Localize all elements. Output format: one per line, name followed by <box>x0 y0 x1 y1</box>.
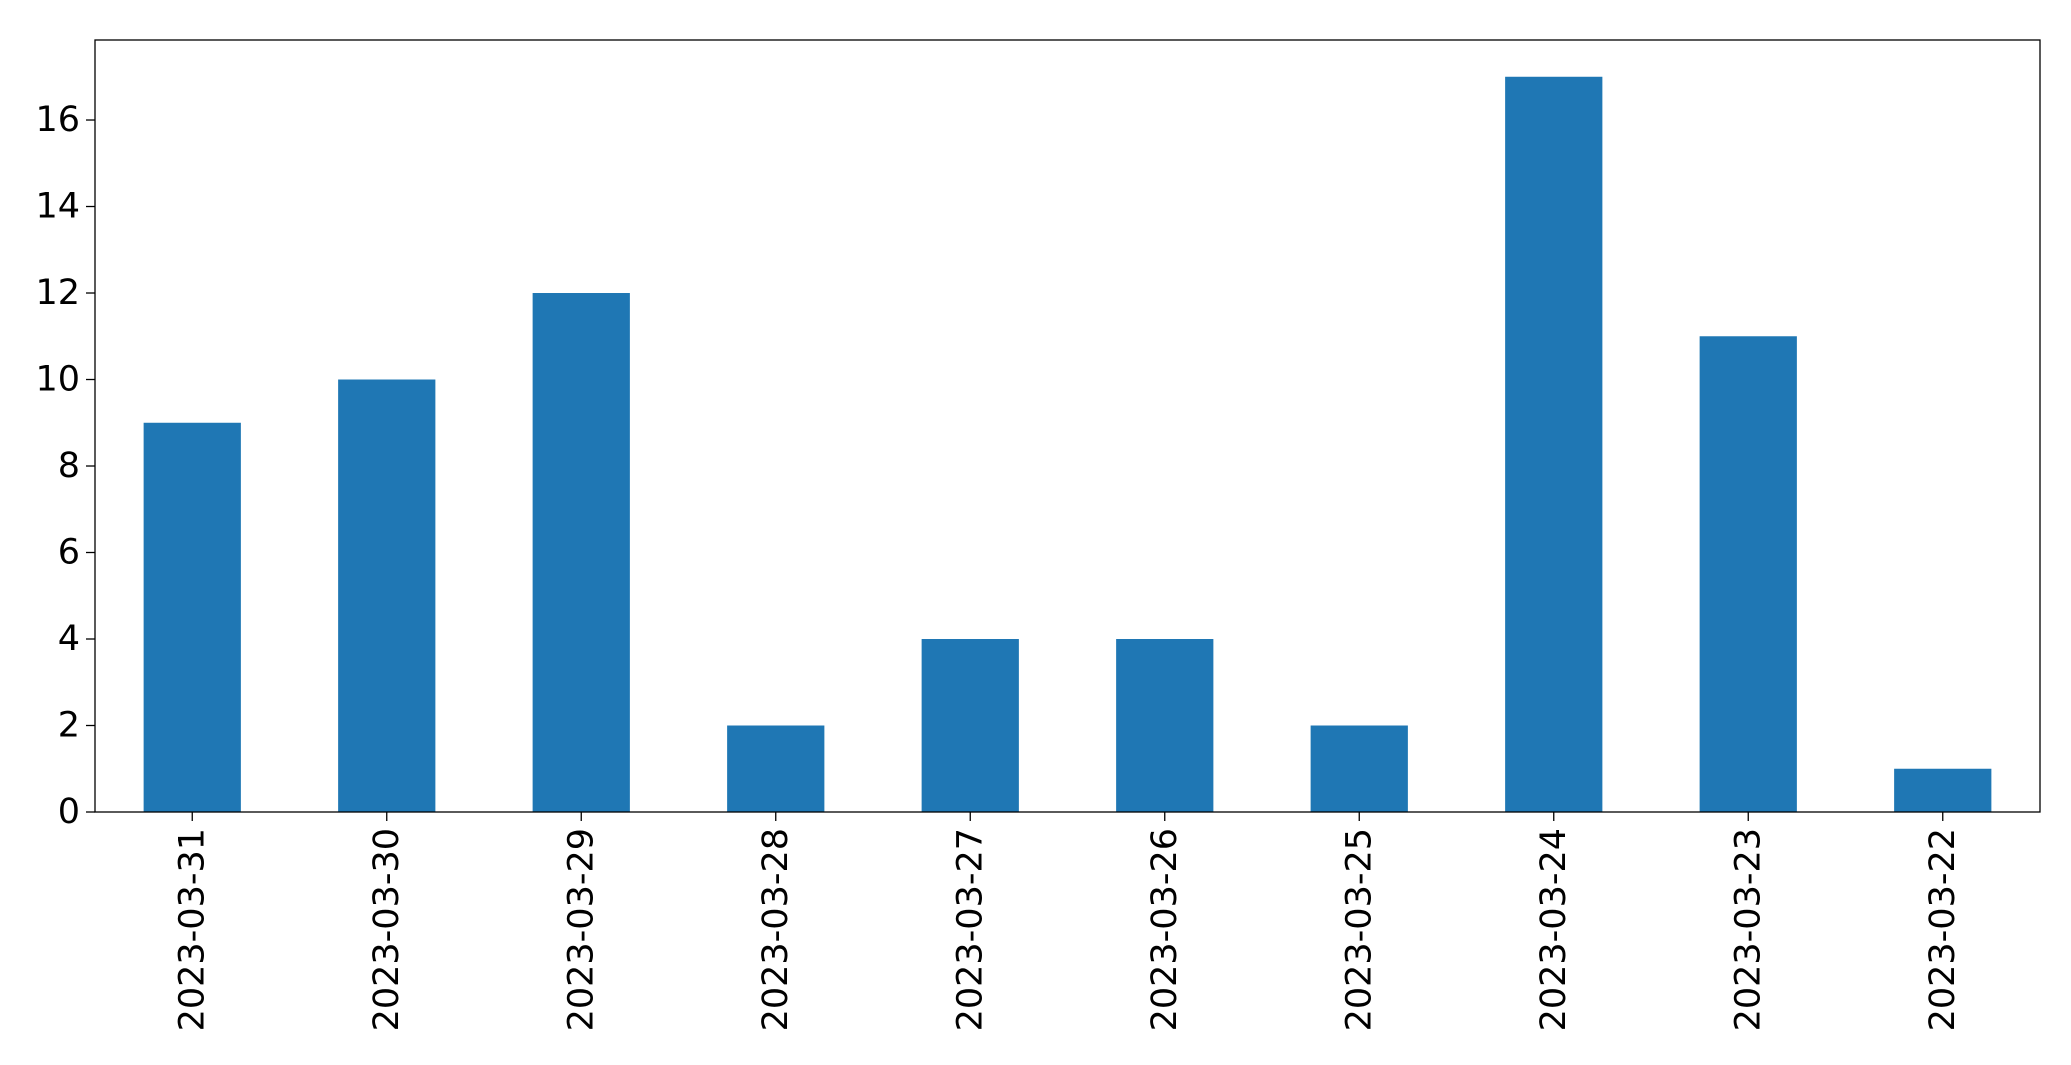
bar-2023-03-22 <box>1894 768 1992 812</box>
x-tick-label: 2023-03-23 <box>1728 828 1768 1031</box>
bar-2023-03-26 <box>1116 639 1214 812</box>
x-tick-label: 2023-03-26 <box>1145 828 1185 1031</box>
bar-2023-03-23 <box>1699 336 1797 812</box>
bar-2023-03-27 <box>921 639 1019 812</box>
bar-2023-03-25 <box>1310 725 1408 812</box>
bar-2023-03-30 <box>338 379 436 812</box>
x-tick-label: 2023-03-29 <box>561 828 601 1031</box>
x-tick-label: 2023-03-22 <box>1923 828 1963 1031</box>
y-tick-label: 16 <box>35 100 80 140</box>
x-tick-label: 2023-03-25 <box>1339 828 1379 1031</box>
y-tick-label: 0 <box>58 792 80 832</box>
y-axis-ticks: 0 2 4 6 8 10 12 14 16 <box>35 100 95 832</box>
x-tick-label: 2023-03-28 <box>756 828 796 1031</box>
y-tick-label: 12 <box>35 273 80 313</box>
x-tick-label: 2023-03-27 <box>950 828 990 1031</box>
y-tick-label: 8 <box>58 446 80 486</box>
y-tick-label: 10 <box>35 360 80 400</box>
x-tick-label: 2023-03-30 <box>367 828 407 1031</box>
bar-2023-03-24 <box>1505 76 1603 812</box>
y-tick-label: 2 <box>58 706 80 746</box>
bar-2023-03-29 <box>532 293 630 812</box>
x-tick-label: 2023-03-24 <box>1534 828 1574 1031</box>
y-tick-label: 14 <box>35 187 80 227</box>
bars-layer <box>143 76 1992 812</box>
y-tick-label: 6 <box>58 533 80 573</box>
plot-frame <box>94 39 2041 813</box>
x-axis-ticks: 2023-03-31 2023-03-30 2023-03-29 2023-03-28… <box>172 812 1963 1031</box>
y-tick-label: 4 <box>58 619 80 659</box>
bar-2023-03-28 <box>727 725 825 812</box>
bar-2023-03-31 <box>143 422 241 812</box>
x-tick-label: 2023-03-31 <box>172 828 212 1031</box>
